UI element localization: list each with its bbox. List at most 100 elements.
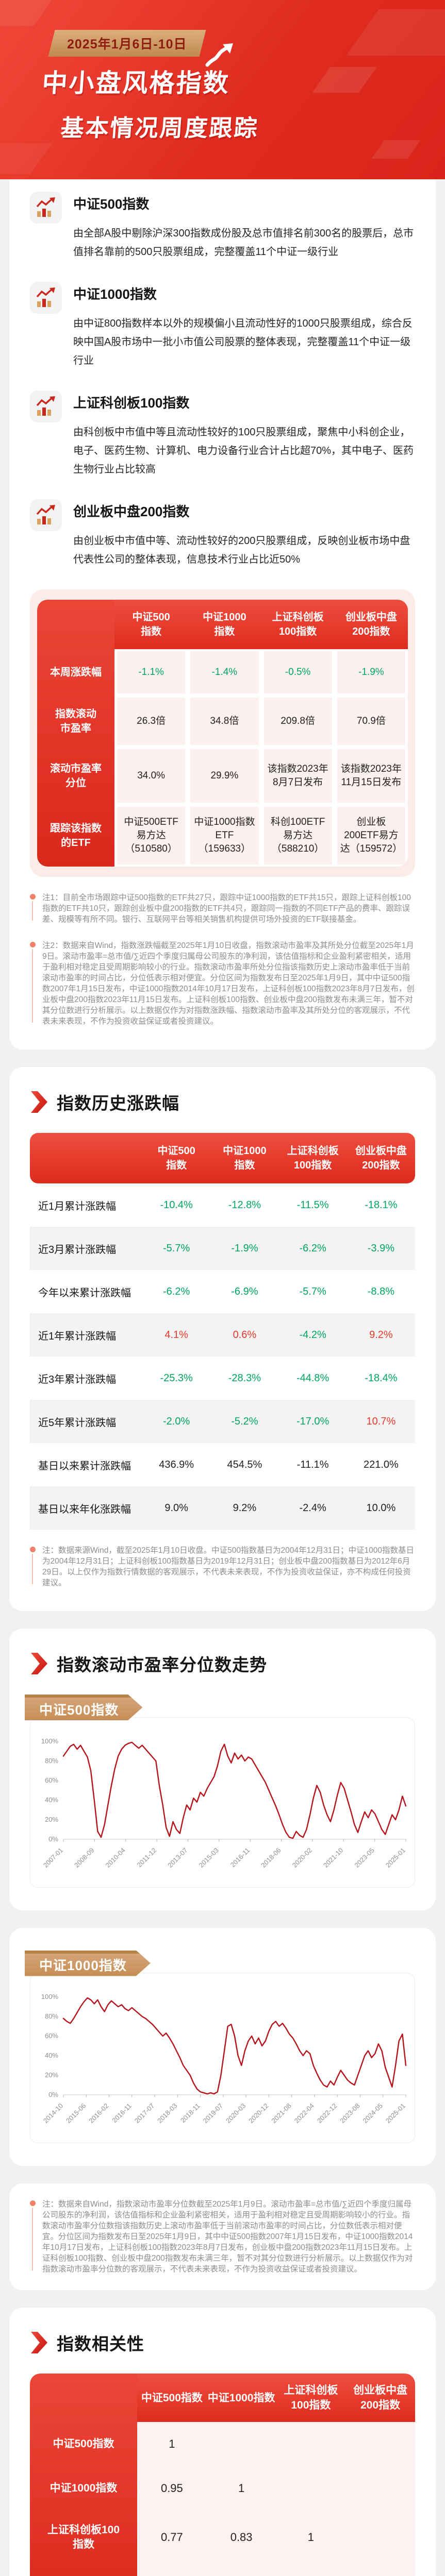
footnote: 注：数据来源Wind，截至2025年1月10日收盘。中证500指数基日为2004… bbox=[30, 1545, 415, 1588]
section-title-text: 指数滚动市盈率分位数走势 bbox=[57, 1655, 267, 1674]
table-cell: 0.82 bbox=[276, 2564, 346, 2576]
line-chart-csi500: 0% 20% 40% 60% 80% 100% 2007-01 2008-09 2010-04 2… bbox=[32, 1737, 411, 1886]
hero-header: 2025年1月6日-10日 中小盘风格指数 基本情况周度跟踪 bbox=[0, 0, 445, 179]
table-cell bbox=[345, 2466, 415, 2511]
pe-note-card: 注：数据来自Wind，指数滚动市盈率分位数截至2025年1月9日。滚动市盈率=总… bbox=[9, 2183, 436, 2290]
pe-chart-card-csi500: 指数滚动市盈率分位数走势 中证500指数 0% 20% 40% 60% 80% 100% 2… bbox=[9, 1629, 436, 1910]
index-overview-card: 中证500指数 由全部A股中剔除沪深300指数成份股及总市值排名前300名的股票… bbox=[9, 169, 436, 1049]
svg-text:2022-12: 2022-12 bbox=[316, 2102, 338, 2125]
table-cell: 创业板200ETF易方达（159572） bbox=[337, 807, 405, 865]
correlation-table: 中证500指数 中证1000指数 上证科创板100指数 创业板中盘200指数 中… bbox=[30, 2374, 415, 2576]
index-item-body: 中证1000指数 由中证800指数样本以外的规模偏小且流动性好的1000只股票组… bbox=[73, 282, 415, 370]
index-name: 中证1000指数 bbox=[73, 286, 157, 302]
deco-shape bbox=[371, 140, 421, 159]
pin-bullet-icon bbox=[30, 892, 36, 925]
index-item: 中证1000指数 由中证800指数样本以外的规模偏小且流动性好的1000只股票组… bbox=[30, 282, 415, 370]
row-label: 跟踪该指数 的ETF bbox=[50, 823, 102, 849]
table-cell: -0.5% bbox=[263, 651, 332, 693]
correlation-table-body: 1 0.95 1 0.77 0.83 1 0.87 0.95 0.82 1 bbox=[137, 2422, 415, 2576]
svg-text:2024-05: 2024-05 bbox=[361, 2102, 384, 2125]
svg-text:40%: 40% bbox=[45, 2052, 58, 2059]
column-header: 中证1000指数 bbox=[207, 2392, 275, 2404]
svg-text:2010-04: 2010-04 bbox=[104, 1846, 126, 1869]
section-chevron-icon bbox=[31, 1653, 47, 1674]
history-table-header: 中证500 指数 中证1000 指数 上证科创板 100指数 创业板中盘 200指数 bbox=[30, 1133, 415, 1183]
section-title: 指数滚动市盈率分位数走势 bbox=[30, 1651, 415, 1676]
bar-chart-icon bbox=[30, 391, 62, 422]
svg-text:2016-02: 2016-02 bbox=[87, 2102, 110, 2125]
deco-shape bbox=[0, 0, 59, 26]
table-cell: 1 bbox=[169, 2437, 175, 2450]
line-chart-csi1000: 0% 20% 40% 60% 80% 100% 2014-10 2015-06 2016-02 2… bbox=[32, 1993, 411, 2142]
overview-table-header: 中证500 指数 中证1000 指数 上证科创板 100指数 创业板中盘 200指数 bbox=[114, 600, 408, 649]
table-cell: 1 bbox=[345, 2564, 415, 2576]
table-row: 今年以来累计涨跌幅 -6.2% -6.9% -5.7% -8.8% bbox=[38, 1285, 394, 1299]
svg-text:2011-12: 2011-12 bbox=[136, 1846, 158, 1869]
svg-text:2015-06: 2015-06 bbox=[64, 2102, 87, 2125]
column-header: 上证科创板 100指数 bbox=[287, 1145, 339, 1171]
svg-text:2020-02: 2020-02 bbox=[291, 1846, 314, 1869]
bar-chart-icon bbox=[30, 499, 62, 531]
table-cell: 34.8倍 bbox=[190, 698, 259, 745]
table-cell: 26.3倍 bbox=[117, 698, 186, 745]
svg-text:2015-03: 2015-03 bbox=[197, 1846, 220, 1869]
overview-table: 本周涨跌幅 指数滚动 市盈率 滚动市盈率 分位 跟踪该指数 的ETF 中证500 指数 … bbox=[37, 600, 408, 867]
index-description: 由中证800指数样本以外的规模偏小且流动性好的1000只股票组成，综合反映中国A… bbox=[73, 318, 413, 366]
chart-banner-label: 中证500指数 bbox=[25, 1694, 142, 1720]
svg-text:2016-11: 2016-11 bbox=[229, 1846, 252, 1869]
table-cell: 209.8倍 bbox=[263, 698, 332, 745]
table-cell: 29.9% bbox=[190, 749, 259, 803]
overview-table-shell: 本周涨跌幅 指数滚动 市盈率 滚动市盈率 分位 跟踪该指数 的ETF 中证500 指数 … bbox=[30, 589, 415, 877]
table-cell: 该指数2023年11月15日发布 bbox=[337, 749, 405, 803]
footnote: 注1：目前全市场跟踪中证500指数的ETF共27只，跟踪中证1000指数的ETF… bbox=[30, 892, 415, 925]
row-label: 创业板中盘200指数 bbox=[30, 2564, 137, 2576]
table-cell: -1.4% bbox=[190, 651, 259, 693]
column-header: 中证500指数 bbox=[141, 2392, 203, 2404]
table-cell: 1 bbox=[307, 2531, 314, 2544]
date-badge-text: 2025年1月6日-10日 bbox=[67, 37, 187, 52]
table-cell: 该指数2023年8月7日发布 bbox=[263, 749, 332, 803]
chart-container: 0% 20% 40% 60% 80% 100% 2007-01 2008-09 2010-04 2… bbox=[30, 1717, 415, 1888]
row-label: 中证1000指数 bbox=[50, 2482, 118, 2494]
footnote: 注2：数据来自Wind，指数涨跌幅截至2025年1月10日收盘，指数滚动市盈率及… bbox=[30, 940, 415, 1027]
svg-text:2023-05: 2023-05 bbox=[353, 1846, 375, 1869]
footnote-text: 注：数据来源Wind，截至2025年1月10日收盘。中证500指数基日为2004… bbox=[42, 1546, 414, 1587]
table-cell bbox=[207, 2422, 276, 2466]
column-header: 创业板中盘 200指数 bbox=[355, 1145, 407, 1171]
table-row: 近5年累计涨跌幅 -2.0% -5.2% -17.0% 10.7% bbox=[30, 1400, 415, 1443]
svg-text:20%: 20% bbox=[45, 2071, 58, 2079]
index-description: 由全部A股中剔除沪深300指数成份股及总市值排名前300名的股票后，总市值排名靠… bbox=[73, 228, 414, 258]
svg-text:100%: 100% bbox=[41, 1994, 59, 2001]
section-title: 指数历史涨跌幅 bbox=[30, 1090, 415, 1114]
section-chevron-icon bbox=[31, 1091, 47, 1113]
table-cell: -1.9% bbox=[337, 651, 405, 693]
svg-text:0%: 0% bbox=[48, 1835, 58, 1843]
svg-text:2013-07: 2013-07 bbox=[166, 1846, 189, 1869]
correlation-card: 指数相关性 中证500指数 中证1000指数 上证科创板100指数 创业板中盘2… bbox=[9, 2308, 436, 2576]
table-row: 近3年累计涨跌幅 -25.3% -28.3% -44.8% -18.4% bbox=[38, 1372, 398, 1385]
bar-chart-icon bbox=[30, 282, 62, 314]
table-cell: 1 bbox=[238, 2482, 245, 2495]
svg-text:2021-08: 2021-08 bbox=[270, 2102, 292, 2125]
footnote-text: 注2：数据来自Wind，指数涨跌幅截至2025年1月10日收盘，指数滚动市盈率及… bbox=[42, 941, 415, 1026]
table-cell bbox=[345, 2511, 415, 2564]
index-name: 上证科创板100指数 bbox=[73, 395, 190, 411]
svg-text:2025-01: 2025-01 bbox=[384, 2102, 407, 2125]
svg-text:2018-11: 2018-11 bbox=[179, 2102, 202, 2125]
table-row: 近3月累计涨跌幅 -5.7% -1.9% -6.2% -3.9% bbox=[30, 1227, 415, 1270]
svg-text:2018-03: 2018-03 bbox=[156, 2102, 178, 2125]
table-row: 近1年累计涨跌幅 4.1% 0.6% -4.2% 9.2% bbox=[30, 1313, 415, 1357]
index-item: 上证科创板100指数 由科创板中市值中等且流动性较好的100只股票组成，聚焦中小… bbox=[30, 391, 415, 479]
date-badge: 2025年1月6日-10日 bbox=[48, 30, 206, 57]
table-cell: 0.83 bbox=[230, 2531, 253, 2544]
row-label: 指数滚动 市盈率 bbox=[55, 708, 96, 734]
index-item-body: 上证科创板100指数 由科创板中市值中等且流动性较好的100只股票组成，聚焦中小… bbox=[73, 391, 415, 479]
svg-text:2020-12: 2020-12 bbox=[247, 2102, 270, 2125]
table-cell: 中证1000指数ETF（159633） bbox=[190, 807, 259, 865]
table-cell: 34.0% bbox=[117, 749, 186, 803]
pin-bullet-icon bbox=[30, 940, 36, 1027]
svg-text:80%: 80% bbox=[45, 2012, 58, 2020]
